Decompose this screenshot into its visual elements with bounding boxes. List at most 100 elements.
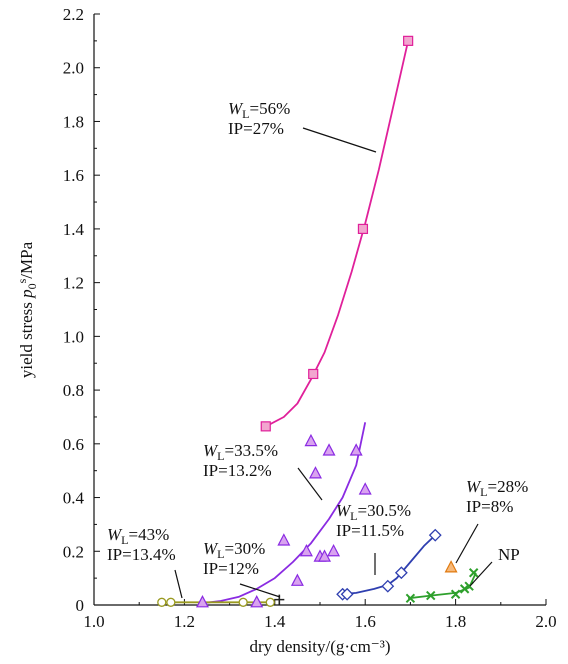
series-2-point bbox=[340, 587, 354, 601]
y-tick-label: 1.2 bbox=[63, 274, 84, 293]
series-3-point bbox=[450, 589, 461, 599]
annotation-wl-33-5-line2: IP=13.2% bbox=[203, 461, 272, 480]
y-tick-label: 1.6 bbox=[63, 166, 84, 185]
ann-var: W bbox=[466, 477, 482, 496]
annotations: WL=56%IP=27%WL=33.5%IP=13.2%WL=30.5%IP=1… bbox=[107, 99, 528, 599]
ann-sub: L bbox=[242, 107, 249, 121]
annotation-wl-43-line2: IP=13.4% bbox=[107, 545, 176, 564]
axes bbox=[93, 14, 546, 606]
y-tick-label: 0.8 bbox=[63, 381, 84, 400]
annotation-wl-28-line1: WL=28% bbox=[466, 477, 528, 499]
ann-rest: =30% bbox=[225, 539, 266, 558]
annotation-wl-28-leader bbox=[455, 523, 479, 564]
y-tick-label: 0.4 bbox=[63, 489, 85, 508]
series-1-point bbox=[250, 595, 264, 608]
annotation-wl-43-line1: WL=43% bbox=[107, 525, 169, 547]
y-tick-label: 0 bbox=[76, 596, 85, 615]
series-4-point bbox=[444, 560, 458, 573]
y-axis-title-sub: 0 bbox=[25, 283, 39, 289]
ann-sub: L bbox=[121, 533, 128, 547]
y-axis-title-main: yield stress bbox=[17, 298, 36, 378]
x-tick-label: 1.0 bbox=[83, 612, 104, 631]
annotation-wl-43-leader bbox=[174, 569, 183, 599]
series-5-point bbox=[157, 597, 167, 607]
series-1-point bbox=[195, 595, 209, 608]
series-1-point bbox=[290, 573, 304, 586]
tick-marks bbox=[93, 13, 547, 606]
ann-rest: =43% bbox=[129, 525, 170, 544]
series-1-point bbox=[327, 543, 341, 557]
series-3-curve bbox=[407, 572, 477, 600]
ann-sub: L bbox=[217, 547, 224, 561]
annotation-wl-56-line1: WL=56% bbox=[228, 99, 290, 121]
series-1-point bbox=[322, 443, 336, 456]
y-axis-title: yield stress p0s/MPa bbox=[15, 241, 39, 378]
annotation-wl-28-line2: IP=8% bbox=[466, 497, 513, 516]
annotation-wl-30: WL=30%IP=12% bbox=[203, 539, 281, 598]
annotation-wl-30-5-line1: WL=30.5% bbox=[336, 501, 411, 523]
series-2-curve bbox=[340, 534, 436, 596]
series-1-point bbox=[308, 466, 322, 479]
y-tick-label: 1.4 bbox=[63, 220, 85, 239]
ann-rest: =56% bbox=[250, 99, 291, 118]
annotation-wl-30-line2: IP=12% bbox=[203, 559, 259, 578]
series-5-point bbox=[238, 597, 248, 607]
x-tick-label: 2.0 bbox=[535, 612, 556, 631]
series-5-point bbox=[166, 597, 176, 607]
x-axis-title: dry density/(g·cm⁻³) bbox=[249, 637, 390, 656]
x-tick-label: 1.4 bbox=[264, 612, 286, 631]
annotation-wl-56-line2: IP=27% bbox=[228, 119, 284, 138]
series-3-point bbox=[468, 568, 479, 578]
annotation-np-leader bbox=[469, 561, 493, 587]
y-axis-title-sup: s bbox=[15, 278, 29, 283]
annotation-wl-56: WL=56%IP=27% bbox=[228, 99, 377, 153]
annotation-wl-30-leader bbox=[239, 583, 281, 598]
series-1-point bbox=[349, 443, 363, 456]
y-tick-label: 2.0 bbox=[63, 59, 84, 78]
series-1-point bbox=[277, 533, 291, 546]
series-1-curve bbox=[197, 422, 367, 605]
annotation-wl-33-5-line1: WL=33.5% bbox=[203, 441, 278, 463]
ann-sub: L bbox=[480, 485, 487, 499]
x-tick-label: 1.8 bbox=[445, 612, 466, 631]
series-3-point bbox=[459, 584, 470, 594]
ann-var: W bbox=[203, 539, 219, 558]
x-tick-label: 1.6 bbox=[355, 612, 376, 631]
series-1-point bbox=[299, 543, 313, 557]
series-2-point bbox=[428, 528, 442, 542]
ann-var: W bbox=[336, 501, 352, 520]
annotation-wl-30-5: WL=30.5%IP=11.5% bbox=[336, 501, 411, 575]
y-tick-label: 0.6 bbox=[63, 435, 84, 454]
series-0-curve bbox=[265, 40, 409, 428]
tick-labels: 1.0 1.2 1.4 1.6 1.8 2.0 0 0.2 0.4 0.6 0.8 1.0 1.2 1.4… bbox=[63, 5, 557, 631]
annotation-np-label: NP bbox=[498, 545, 520, 564]
ann-sub: L bbox=[350, 509, 357, 523]
ann-rest: =30.5% bbox=[358, 501, 412, 520]
y-axis-title-unit: /MPa bbox=[17, 241, 36, 278]
annotation-wl-30-line1: WL=30% bbox=[203, 539, 265, 561]
annotation-wl-56-leader bbox=[302, 127, 377, 153]
y-tick-label: 0.2 bbox=[63, 542, 84, 561]
series-0-point bbox=[357, 223, 369, 235]
annotation-wl-28: WL=28%IP=8% bbox=[455, 477, 528, 564]
annotation-np: NP bbox=[469, 545, 520, 587]
series-3-point bbox=[426, 590, 436, 601]
series-0-point bbox=[308, 368, 319, 380]
annotation-wl-30-5-line2: IP=11.5% bbox=[336, 521, 404, 540]
annotation-wl-33-5: WL=33.5%IP=13.2% bbox=[203, 441, 323, 501]
y-axis-title-var: p bbox=[17, 289, 36, 299]
fit-curves bbox=[170, 40, 477, 605]
y-tick-label: 1.8 bbox=[63, 112, 84, 131]
series-0-point bbox=[403, 35, 414, 46]
annotation-wl-33-5-leader bbox=[297, 467, 323, 501]
series-5-point bbox=[265, 597, 275, 607]
y-tick-label: 1.0 bbox=[63, 327, 84, 346]
annotation-wl-43: WL=43%IP=13.4% bbox=[107, 525, 183, 599]
ann-sub: L bbox=[217, 449, 224, 463]
series-2-point bbox=[394, 566, 408, 580]
data-points bbox=[157, 35, 479, 608]
ann-var: W bbox=[203, 441, 219, 460]
series-0-point bbox=[260, 421, 271, 432]
ann-var: W bbox=[228, 99, 244, 118]
